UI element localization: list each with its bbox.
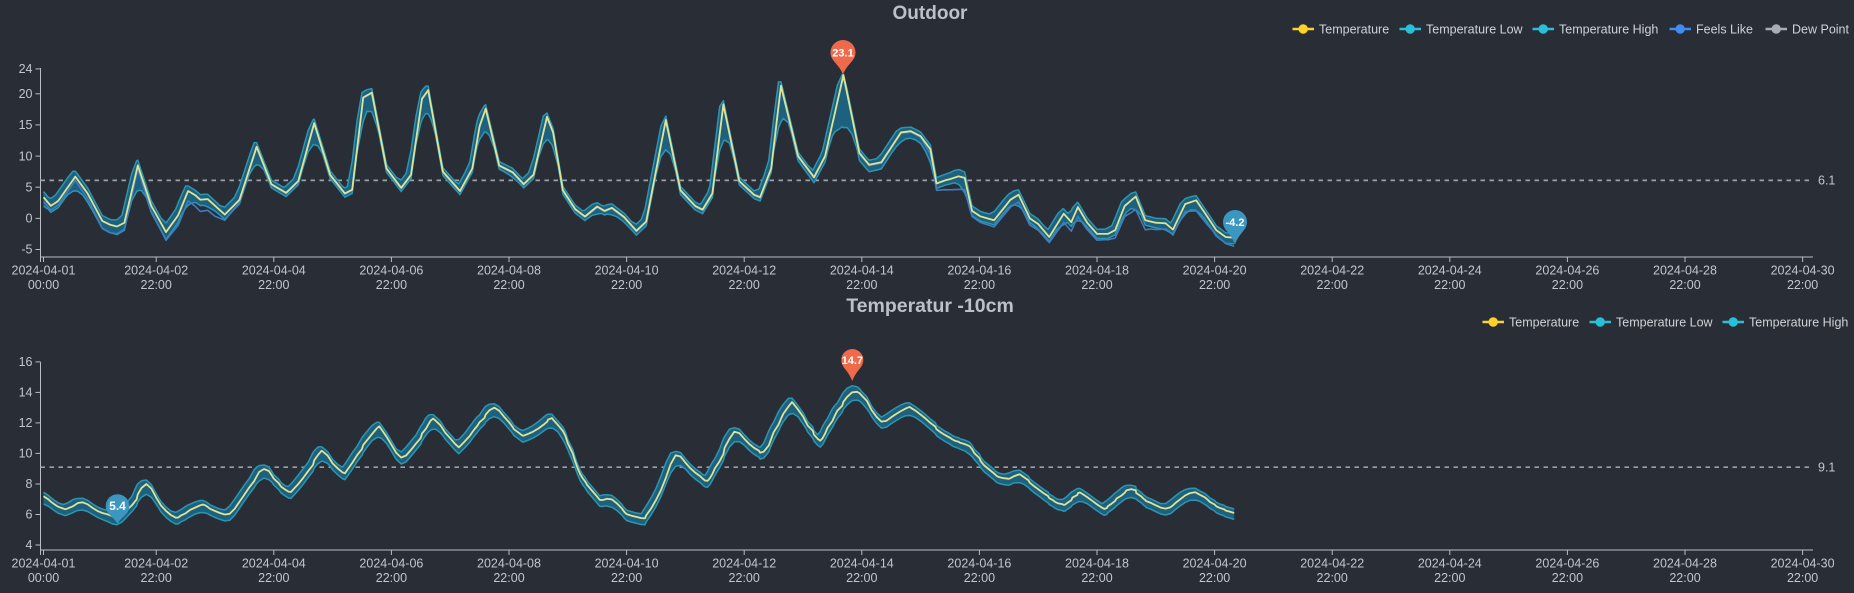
svg-text:22:00: 22:00 — [493, 278, 524, 292]
svg-text:16: 16 — [19, 355, 33, 369]
svg-text:22:00: 22:00 — [1434, 571, 1465, 585]
svg-text:22:00: 22:00 — [729, 278, 760, 292]
svg-text:6.1: 6.1 — [1818, 174, 1835, 188]
svg-text:2024-04-26: 2024-04-26 — [1535, 264, 1599, 278]
svg-text:14: 14 — [19, 386, 33, 400]
svg-text:22:00: 22:00 — [141, 571, 172, 585]
svg-text:2024-04-22: 2024-04-22 — [1300, 264, 1364, 278]
svg-text:2024-04-26: 2024-04-26 — [1535, 557, 1599, 571]
svg-text:10: 10 — [19, 447, 33, 461]
svg-text:22:00: 22:00 — [611, 571, 642, 585]
svg-text:2024-04-28: 2024-04-28 — [1653, 557, 1717, 571]
svg-text:-5: -5 — [21, 243, 32, 257]
svg-text:5.4: 5.4 — [109, 499, 126, 513]
svg-text:2024-04-20: 2024-04-20 — [1183, 557, 1247, 571]
svg-text:22:00: 22:00 — [1317, 278, 1348, 292]
svg-text:Temperature: Temperature — [1509, 315, 1579, 329]
svg-text:10: 10 — [19, 149, 33, 163]
svg-text:22:00: 22:00 — [1669, 278, 1700, 292]
svg-text:2024-04-24: 2024-04-24 — [1418, 264, 1482, 278]
svg-text:22:00: 22:00 — [258, 278, 289, 292]
svg-text:-4.2: -4.2 — [1226, 217, 1245, 229]
svg-text:2024-04-24: 2024-04-24 — [1418, 557, 1482, 571]
svg-text:22:00: 22:00 — [1199, 278, 1230, 292]
svg-text:Dew Point: Dew Point — [1792, 22, 1849, 36]
svg-text:2024-04-12: 2024-04-12 — [712, 264, 776, 278]
svg-text:2024-04-14: 2024-04-14 — [830, 557, 894, 571]
svg-text:Temperature High: Temperature High — [1559, 22, 1658, 36]
svg-text:Feels Like: Feels Like — [1696, 22, 1753, 36]
svg-text:22:00: 22:00 — [611, 278, 642, 292]
svg-text:Temperature: Temperature — [1319, 22, 1389, 36]
svg-text:2024-04-16: 2024-04-16 — [947, 557, 1011, 571]
svg-text:15: 15 — [19, 118, 33, 132]
svg-text:2024-04-30: 2024-04-30 — [1771, 264, 1835, 278]
svg-text:9.1: 9.1 — [1818, 461, 1835, 475]
svg-text:22:00: 22:00 — [1552, 278, 1583, 292]
svg-text:00:00: 00:00 — [28, 278, 59, 292]
svg-text:Temperature Low: Temperature Low — [1426, 22, 1524, 36]
svg-text:2024-04-16: 2024-04-16 — [947, 264, 1011, 278]
svg-text:22:00: 22:00 — [1669, 571, 1700, 585]
svg-text:22:00: 22:00 — [1081, 571, 1112, 585]
svg-text:20: 20 — [19, 87, 33, 101]
svg-text:2024-04-20: 2024-04-20 — [1183, 264, 1247, 278]
svg-text:2024-04-06: 2024-04-06 — [359, 557, 423, 571]
svg-text:2024-04-10: 2024-04-10 — [595, 264, 659, 278]
svg-text:Outdoor: Outdoor — [893, 3, 969, 24]
svg-text:2024-04-04: 2024-04-04 — [242, 557, 306, 571]
svg-text:2024-04-08: 2024-04-08 — [477, 264, 541, 278]
svg-text:22:00: 22:00 — [846, 571, 877, 585]
svg-text:2024-04-12: 2024-04-12 — [712, 557, 776, 571]
svg-text:22:00: 22:00 — [376, 571, 407, 585]
svg-text:22:00: 22:00 — [1787, 571, 1818, 585]
svg-text:2024-04-22: 2024-04-22 — [1300, 557, 1364, 571]
svg-text:22:00: 22:00 — [1552, 571, 1583, 585]
svg-text:24: 24 — [19, 62, 33, 76]
svg-text:22:00: 22:00 — [846, 278, 877, 292]
svg-text:22:00: 22:00 — [964, 571, 995, 585]
svg-text:8: 8 — [26, 477, 33, 491]
svg-text:Temperatur -10cm: Temperatur -10cm — [846, 295, 1014, 317]
svg-text:00:00: 00:00 — [28, 571, 59, 585]
svg-text:2024-04-14: 2024-04-14 — [830, 264, 894, 278]
svg-text:4: 4 — [26, 538, 33, 552]
svg-text:0: 0 — [26, 212, 33, 226]
svg-text:5: 5 — [26, 180, 33, 194]
svg-text:2024-04-02: 2024-04-02 — [124, 557, 188, 571]
svg-text:6: 6 — [26, 508, 33, 522]
svg-text:Temperature High: Temperature High — [1749, 315, 1848, 329]
svg-text:22:00: 22:00 — [1199, 571, 1230, 585]
svg-text:22:00: 22:00 — [141, 278, 172, 292]
svg-text:12: 12 — [19, 416, 33, 430]
svg-text:22:00: 22:00 — [729, 571, 760, 585]
svg-text:14.7: 14.7 — [842, 355, 863, 367]
svg-text:2024-04-04: 2024-04-04 — [242, 264, 306, 278]
svg-text:22:00: 22:00 — [1081, 278, 1112, 292]
svg-text:22:00: 22:00 — [1434, 278, 1465, 292]
svg-text:22:00: 22:00 — [493, 571, 524, 585]
svg-text:2024-04-01: 2024-04-01 — [12, 264, 76, 278]
svg-text:22:00: 22:00 — [376, 278, 407, 292]
svg-text:2024-04-28: 2024-04-28 — [1653, 264, 1717, 278]
svg-text:2024-04-02: 2024-04-02 — [124, 264, 188, 278]
svg-text:22:00: 22:00 — [1317, 571, 1348, 585]
svg-text:2024-04-18: 2024-04-18 — [1065, 264, 1129, 278]
svg-text:2024-04-18: 2024-04-18 — [1065, 557, 1129, 571]
svg-text:23.1: 23.1 — [832, 48, 853, 60]
svg-text:2024-04-10: 2024-04-10 — [595, 557, 659, 571]
svg-text:2024-04-30: 2024-04-30 — [1771, 557, 1835, 571]
svg-text:22:00: 22:00 — [964, 278, 995, 292]
svg-text:Temperature Low: Temperature Low — [1616, 315, 1714, 329]
svg-text:2024-04-08: 2024-04-08 — [477, 557, 541, 571]
svg-text:22:00: 22:00 — [258, 571, 289, 585]
svg-text:2024-04-06: 2024-04-06 — [359, 264, 423, 278]
svg-text:22:00: 22:00 — [1787, 278, 1818, 292]
svg-text:2024-04-01: 2024-04-01 — [12, 557, 76, 571]
